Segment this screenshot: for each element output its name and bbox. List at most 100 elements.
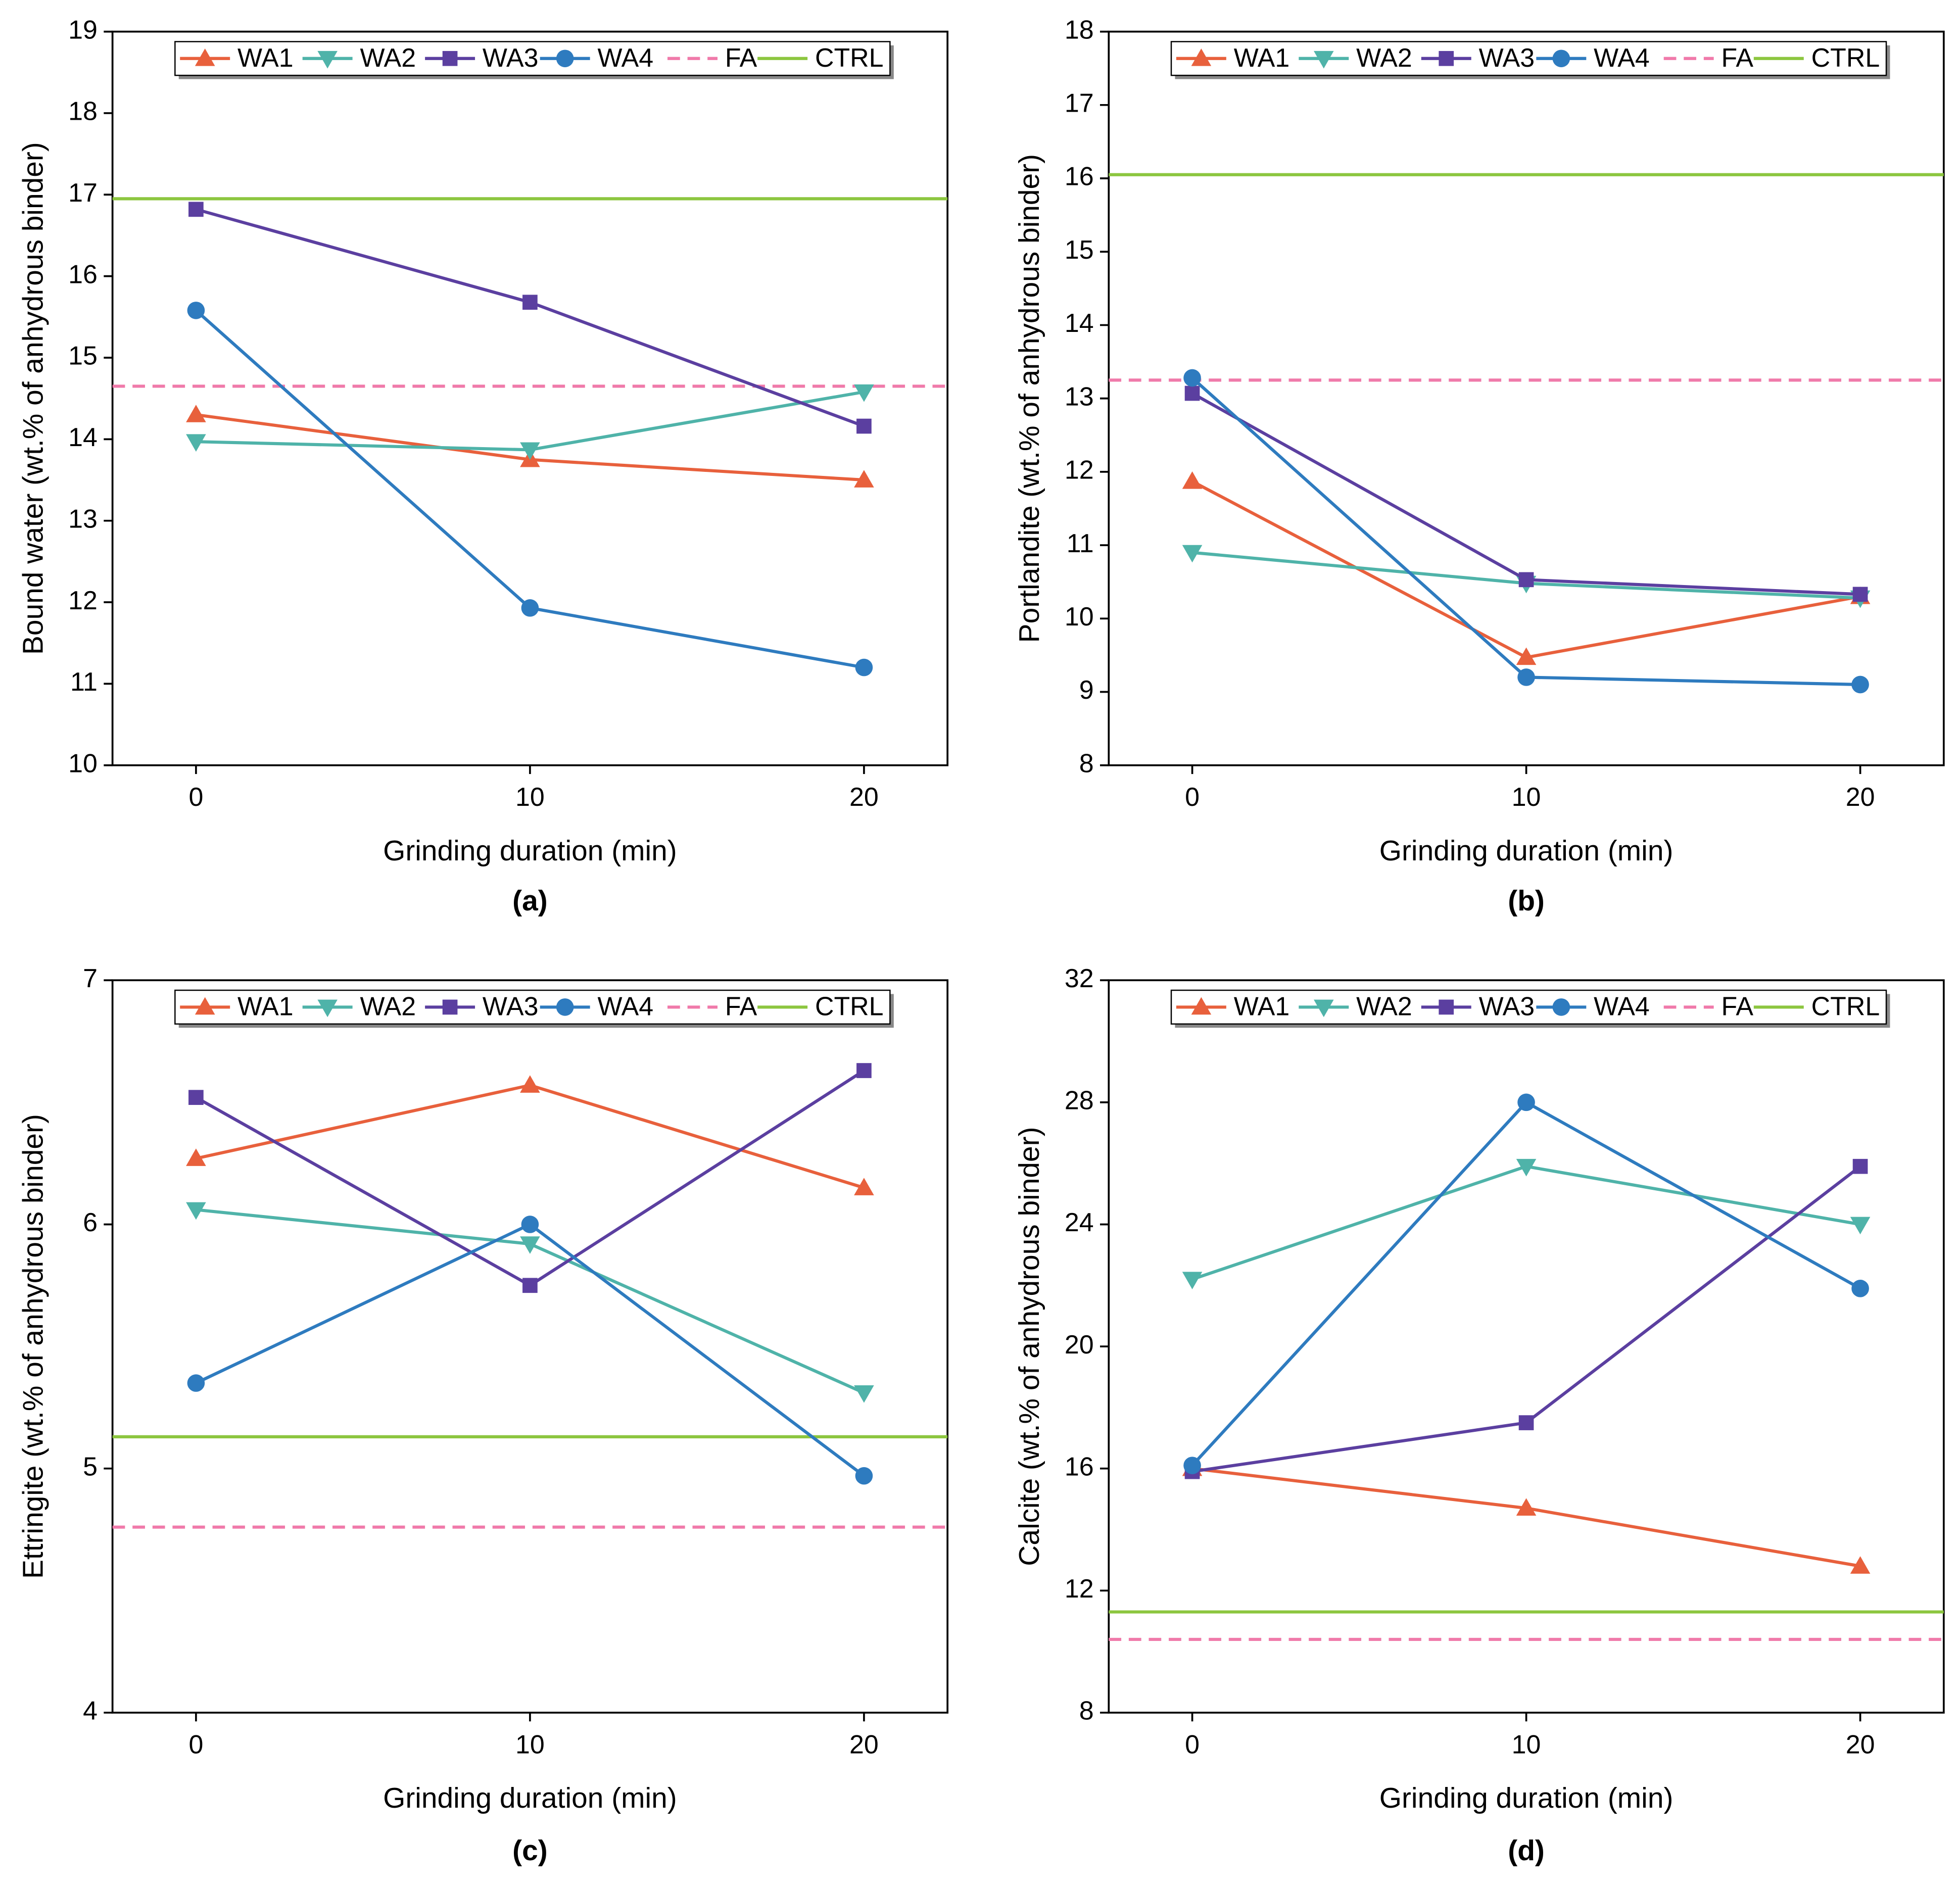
legend-marker — [1439, 51, 1454, 66]
x-tick-label: 10 — [1512, 783, 1541, 812]
legend-label: WA1 — [1234, 992, 1290, 1022]
data-point — [522, 295, 538, 310]
legend-marker — [442, 999, 458, 1015]
x-axis-label: Grinding duration (min) — [1379, 835, 1674, 867]
legend-marker — [1191, 48, 1212, 66]
data-point — [188, 202, 204, 217]
data-point — [186, 434, 206, 452]
y-tick-label: 12 — [68, 586, 98, 615]
legend-label: CTRL — [1811, 992, 1880, 1022]
y-tick-label: 15 — [1065, 235, 1094, 265]
y-tick-label: 5 — [83, 1452, 98, 1481]
y-tick-label: 13 — [68, 504, 98, 534]
series-line — [1191, 1100, 1861, 1467]
series-line — [1191, 480, 1861, 659]
panel-caption: (b) — [1508, 885, 1545, 917]
x-axis-label: Grinding duration (min) — [383, 835, 677, 867]
legend-label: CTRL — [1811, 43, 1880, 73]
data-point — [521, 1216, 539, 1233]
y-tick-label: 32 — [1065, 964, 1094, 993]
y-tick-label: 6 — [83, 1208, 98, 1237]
y-tick-label: 4 — [83, 1697, 98, 1726]
y-tick-label: 14 — [1065, 309, 1094, 338]
data-point — [1518, 1415, 1534, 1430]
data-point — [1518, 572, 1534, 588]
y-tick-label: 14 — [68, 423, 98, 452]
data-point — [188, 1090, 204, 1105]
legend-label: WA2 — [1356, 43, 1412, 73]
series-line — [1191, 1165, 1861, 1281]
y-tick-label: 19 — [68, 15, 98, 44]
data-point — [522, 1278, 538, 1293]
y-tick-label: 18 — [68, 97, 98, 126]
x-tick-label: 20 — [849, 783, 879, 812]
x-tick-label: 0 — [1185, 1730, 1200, 1759]
legend-marker — [556, 998, 574, 1016]
y-tick-label: 7 — [83, 964, 98, 993]
x-tick-label: 20 — [1846, 783, 1875, 812]
legend-marker — [1314, 999, 1334, 1018]
series-line — [196, 208, 865, 428]
y-tick-label: 15 — [68, 342, 98, 371]
legend-label: WA3 — [483, 43, 539, 73]
data-point — [1182, 471, 1203, 489]
legend-label: WA1 — [237, 43, 294, 73]
y-tick-label: 13 — [1065, 382, 1094, 411]
data-point — [187, 302, 205, 319]
y-axis-label: Bound water (wt.% of anhydrous binder) — [17, 142, 49, 655]
data-point — [854, 1385, 874, 1403]
data-point — [187, 1374, 205, 1392]
legend-marker — [1439, 999, 1454, 1015]
legend-label: FA — [725, 992, 757, 1022]
legend-marker — [1552, 998, 1570, 1016]
y-tick-label: 20 — [1065, 1330, 1094, 1360]
y-tick-label: 17 — [68, 178, 98, 208]
legend-label: WA2 — [1356, 992, 1412, 1022]
data-point — [1517, 1093, 1535, 1111]
x-tick-label: 10 — [515, 1730, 545, 1759]
legend-label: WA2 — [360, 992, 416, 1022]
legend-label: WA1 — [237, 992, 294, 1022]
y-tick-label: 8 — [1079, 1697, 1094, 1726]
data-point — [186, 1148, 206, 1166]
y-tick-label: 12 — [1065, 456, 1094, 485]
y-tick-label: 16 — [1065, 1452, 1094, 1481]
data-point — [1852, 1158, 1868, 1174]
legend-marker — [556, 50, 574, 68]
y-axis-label: Ettringite (wt.% of anhydrous binder) — [17, 1114, 49, 1579]
data-point — [854, 1178, 874, 1195]
legend-label: WA3 — [1479, 43, 1535, 73]
legend-marker — [442, 51, 458, 66]
legend-marker — [195, 997, 215, 1015]
plot-frame — [1108, 979, 1945, 1714]
legend-marker — [1314, 51, 1334, 69]
data-point — [1851, 675, 1869, 694]
data-point — [1182, 1272, 1203, 1289]
legend-label: WA3 — [1479, 992, 1535, 1022]
legend-label: WA1 — [1234, 43, 1290, 73]
data-point — [1183, 1457, 1201, 1474]
x-tick-label: 0 — [188, 783, 203, 812]
legend-label: WA3 — [483, 992, 539, 1022]
x-tick-label: 0 — [188, 1730, 203, 1759]
x-tick-label: 20 — [849, 1730, 879, 1759]
x-tick-label: 0 — [1185, 783, 1200, 812]
y-tick-label: 10 — [1065, 602, 1094, 632]
data-point — [1851, 1279, 1869, 1297]
legend-marker — [1552, 50, 1570, 68]
legend-label: FA — [1721, 43, 1753, 73]
y-tick-label: 16 — [1065, 162, 1094, 191]
y-tick-label: 12 — [1065, 1574, 1094, 1604]
data-point — [1516, 1498, 1537, 1516]
x-axis-label: Grinding duration (min) — [1379, 1782, 1674, 1814]
data-point — [186, 1202, 206, 1220]
legend-marker — [1191, 997, 1212, 1015]
x-tick-label: 20 — [1846, 1730, 1875, 1759]
legend-label: FA — [725, 43, 757, 73]
data-point — [854, 384, 874, 402]
data-point — [856, 418, 872, 434]
data-point — [856, 1063, 872, 1078]
series-line — [1192, 1467, 1861, 1568]
